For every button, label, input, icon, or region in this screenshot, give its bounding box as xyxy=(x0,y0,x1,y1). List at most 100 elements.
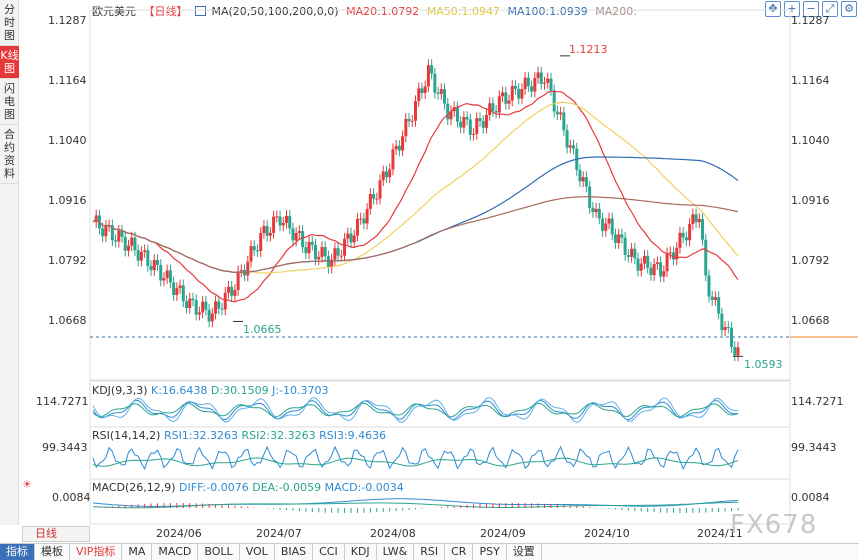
candle-body xyxy=(713,297,717,301)
tab-psy[interactable]: PSY xyxy=(473,544,507,560)
candle-body xyxy=(391,149,395,170)
candle-body xyxy=(497,96,501,113)
ma-settings-icon[interactable] xyxy=(195,6,206,16)
candle-body xyxy=(672,252,675,260)
candle-body xyxy=(646,255,650,268)
tab-cci[interactable]: CCI xyxy=(313,544,345,560)
kdj-j: J:-10.3703 xyxy=(272,384,329,397)
tab-macd[interactable]: MACD xyxy=(152,544,199,560)
tab-contract-info[interactable]: 合约资料 xyxy=(0,125,19,184)
candle-body xyxy=(210,313,214,322)
candle-body xyxy=(101,228,105,237)
tab-template[interactable]: 模板 xyxy=(35,544,70,560)
tab-timeshare[interactable]: 分时图 xyxy=(0,0,19,46)
candle-body xyxy=(220,308,224,310)
candle-body xyxy=(156,259,159,265)
tab-indicator[interactable]: 指标 xyxy=(0,544,35,560)
candle-body xyxy=(481,120,485,128)
move-icon[interactable]: ✥ xyxy=(765,1,781,17)
zoom-in-icon[interactable]: + xyxy=(784,1,800,17)
settings-icon[interactable]: ⚙ xyxy=(841,1,857,17)
candle-body xyxy=(249,246,253,262)
tab-bias[interactable]: BIAS xyxy=(275,544,314,560)
price-tick-right: 1.1164 xyxy=(791,74,830,87)
candle-body xyxy=(359,218,363,220)
period-label: 【日线】 xyxy=(143,5,188,18)
candle-body xyxy=(675,247,679,260)
price-tick-right: 1.1040 xyxy=(791,134,830,147)
candle-body xyxy=(230,286,234,296)
candle-body xyxy=(701,218,705,240)
candle-body xyxy=(317,256,321,260)
candle-body xyxy=(375,198,379,200)
candle-body xyxy=(188,298,192,309)
candle-body xyxy=(652,264,656,276)
candle-body xyxy=(684,237,688,241)
tab-rsi[interactable]: RSI xyxy=(414,544,446,560)
tab-lw[interactable]: LW& xyxy=(377,544,415,560)
candle-body xyxy=(536,72,540,78)
candle-body xyxy=(262,226,266,233)
symbol-name: 欧元美元 xyxy=(92,5,136,18)
candle-body xyxy=(343,238,347,256)
ma200-line xyxy=(92,196,739,274)
candle-body xyxy=(565,130,569,148)
candle-body xyxy=(204,301,208,310)
candle-body xyxy=(226,286,230,293)
candle-body xyxy=(275,216,279,218)
tab-vip-indicator[interactable]: VIP指标 xyxy=(70,544,123,560)
kdj-k-line xyxy=(92,399,739,421)
candle-body xyxy=(488,103,492,115)
tab-flash[interactable]: 闪电图 xyxy=(0,79,19,125)
candle-body xyxy=(152,259,156,271)
candle-body xyxy=(726,327,730,329)
candle-body xyxy=(291,228,295,241)
candle-body xyxy=(607,218,611,224)
candle-body xyxy=(704,239,708,276)
tab-ma[interactable]: MA xyxy=(122,544,153,560)
candle-body xyxy=(452,107,456,112)
tab-cr[interactable]: CR xyxy=(445,544,474,560)
zoom-out-icon[interactable]: − xyxy=(803,1,819,17)
price-tick-right: 1.1287 xyxy=(791,14,830,27)
candle-body xyxy=(633,248,637,259)
candle-body xyxy=(436,92,440,94)
candle-body xyxy=(217,301,221,309)
sun-icon[interactable]: ☀ xyxy=(22,478,32,491)
price-tick-left: 1.0668 xyxy=(48,314,87,327)
candle-body xyxy=(133,237,137,251)
candle-body xyxy=(239,270,243,272)
candle-body xyxy=(475,118,479,134)
period-select-button[interactable]: 日线 xyxy=(22,526,90,542)
rsi-axis-right: 99.3443 xyxy=(791,441,837,454)
candle-body xyxy=(465,116,469,120)
candle-body xyxy=(630,248,634,257)
candle-body xyxy=(423,86,427,94)
ma50-value: MA50:1.0947 xyxy=(426,5,501,18)
candle-body xyxy=(591,207,595,213)
candle-body xyxy=(178,285,182,289)
fullscreen-icon[interactable]: ⤢ xyxy=(822,1,838,17)
kdj-label: KDJ(9,3,3) xyxy=(92,384,148,397)
price-tick-right: 1.0792 xyxy=(791,254,830,267)
tab-boll[interactable]: BOLL xyxy=(198,544,240,560)
kline-chart[interactable] xyxy=(0,0,859,545)
tab-settings[interactable]: 设置 xyxy=(507,544,542,560)
candle-body xyxy=(207,309,211,322)
candle-body xyxy=(372,194,376,199)
candle-body xyxy=(339,255,343,257)
candle-body xyxy=(407,118,411,122)
candle-body xyxy=(601,218,605,231)
ma200-value: MA200: xyxy=(595,5,637,18)
macd-header: MACD(26,12,9) DIFF:-0.0076 DEA:-0.0059 M… xyxy=(92,481,404,494)
rsi-label: RSI(14,14,2) xyxy=(92,429,161,442)
candle-body xyxy=(620,234,624,238)
ma100-line xyxy=(92,156,739,274)
tab-vol[interactable]: VOL xyxy=(240,544,275,560)
candle-body xyxy=(617,234,621,244)
candle-body xyxy=(272,216,276,233)
candle-body xyxy=(426,65,430,87)
price-tick-left: 1.0792 xyxy=(48,254,87,267)
tab-kline[interactable]: K线图 xyxy=(0,46,19,79)
tab-kdj[interactable]: KDJ xyxy=(345,544,377,560)
